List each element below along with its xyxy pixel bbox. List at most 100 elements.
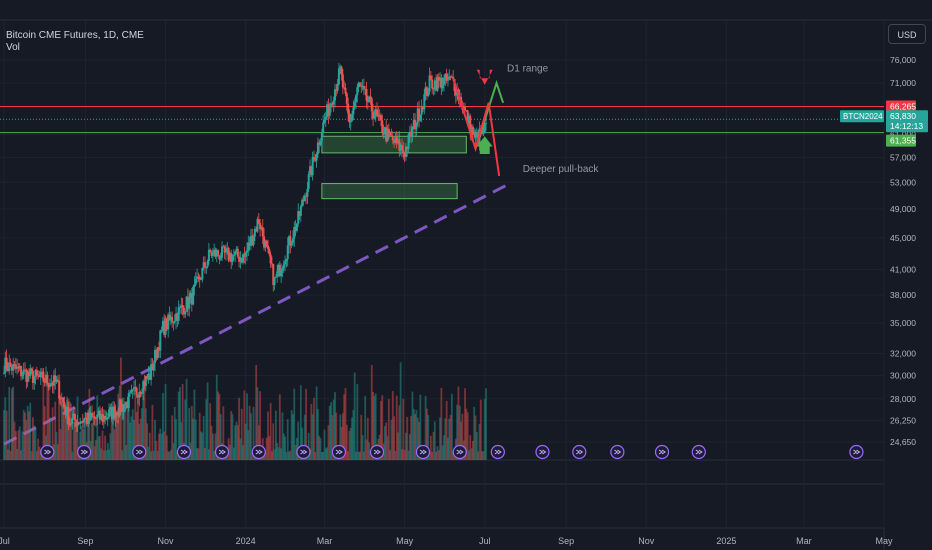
volume-bar [152, 450, 155, 460]
volume-bar [184, 399, 187, 460]
volume-bar [243, 390, 246, 460]
candle-body [298, 211, 301, 216]
candle-body [228, 253, 231, 261]
candle-body [89, 412, 92, 420]
candle-body [92, 416, 95, 418]
candle-body [249, 235, 252, 246]
volume-bar [31, 417, 34, 460]
candle-body [66, 406, 69, 416]
volume-bar [60, 401, 63, 460]
volume-bar [117, 393, 120, 460]
candle-body [435, 80, 438, 91]
volume-bar [56, 444, 59, 460]
volume-bar [320, 451, 323, 460]
volume-bar [83, 428, 86, 460]
candle-body [192, 287, 195, 305]
volume-bar [122, 397, 125, 460]
candle-body [177, 307, 180, 321]
volume-bar [42, 371, 45, 460]
candle-body [273, 277, 276, 285]
volume-bar [109, 433, 112, 460]
volume-bar [414, 413, 417, 460]
candle-body [344, 87, 347, 94]
volume-bar [332, 399, 335, 460]
candle-body [45, 374, 48, 383]
volume-bar [278, 394, 281, 460]
volume-bar [201, 432, 204, 460]
y-tick-label: 76,000 [890, 55, 916, 65]
candle-body [96, 414, 99, 419]
candle-body [75, 420, 78, 427]
event-marker-icon [419, 449, 427, 455]
volume-bar [118, 385, 121, 460]
candle-body [39, 371, 42, 378]
candle-body [77, 422, 80, 424]
economic-event-marker [214, 444, 230, 460]
volume-bar [466, 412, 469, 460]
candle-body [211, 251, 214, 256]
candle-body [284, 261, 287, 265]
currency-selector[interactable]: USD [888, 24, 926, 44]
volume-bar [123, 410, 126, 460]
volume-bar [345, 424, 348, 460]
candle-body [159, 330, 162, 351]
volume-bar [449, 414, 452, 460]
candle-body [377, 114, 380, 117]
candle-body [433, 80, 436, 90]
candle-body [267, 245, 269, 249]
x-tick-label: Nov [638, 536, 655, 546]
volume-bar [58, 395, 61, 460]
event-marker-icon [853, 449, 861, 455]
candle-body [200, 279, 203, 281]
candle-body [470, 126, 473, 134]
candle-body [259, 223, 262, 230]
candle-body [100, 414, 103, 420]
volume-bar [318, 435, 321, 460]
symbol-tag [840, 110, 884, 123]
candle-body [221, 246, 224, 258]
volume-bar [108, 449, 110, 460]
candle-body [323, 119, 326, 123]
candle-body [407, 134, 410, 150]
candle-body [144, 375, 147, 387]
volume-bar [450, 393, 453, 460]
economic-event-marker [176, 444, 192, 460]
volume-bar [155, 440, 158, 460]
volume-bar [125, 444, 128, 460]
candle-body [156, 347, 159, 359]
volume-bar [399, 362, 402, 460]
volume-bar [390, 419, 393, 460]
volume-bar [276, 443, 279, 460]
volume-bar [250, 413, 252, 460]
candle-body [281, 268, 284, 271]
candle-body [24, 369, 27, 371]
annotation-deeper-pullback: Deeper pull-back [523, 164, 600, 175]
volume-bar [156, 450, 159, 460]
volume-bar [259, 391, 262, 460]
candle-body [201, 267, 204, 280]
volume-bar [470, 448, 473, 460]
candle-body [255, 229, 258, 232]
candle-body [383, 127, 386, 135]
candle-body [467, 115, 470, 124]
candle-body [402, 150, 405, 153]
candle-body [51, 383, 54, 386]
candle-body [314, 159, 317, 161]
volume-bar [440, 387, 443, 460]
volume-bar [362, 451, 365, 460]
volume-bar [443, 435, 445, 460]
volume-bar [435, 451, 438, 460]
volume-bar [143, 384, 146, 460]
trendline [3, 182, 511, 446]
volume-bar [30, 451, 33, 460]
volume-label: Vol [6, 42, 20, 53]
volume-bar [295, 437, 298, 460]
volume-bar [397, 432, 399, 460]
volume-bar [105, 450, 108, 460]
volume-bar [55, 431, 58, 460]
volume-bar [164, 384, 167, 460]
candle-body [206, 261, 209, 268]
volume-bar [247, 430, 250, 460]
candle-body [94, 418, 97, 420]
